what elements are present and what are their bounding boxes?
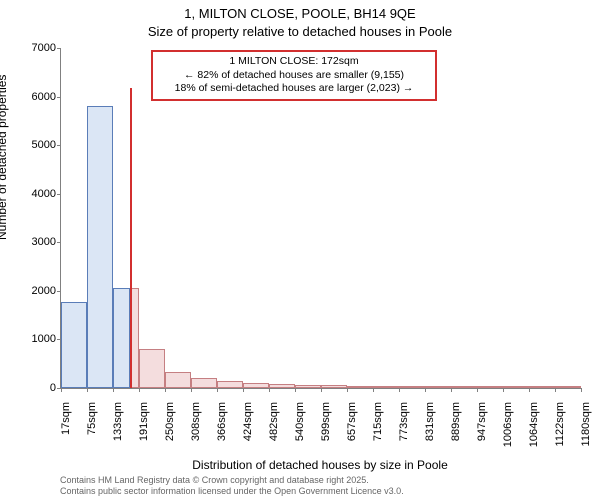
xtick-mark <box>347 388 348 392</box>
callout-box: 1 MILTON CLOSE: 172sqm ← 82% of detached… <box>151 50 437 101</box>
xtick-label: 1006sqm <box>502 402 514 447</box>
xtick-mark <box>243 388 244 392</box>
callout-line-3: 18% of semi-detached houses are larger (… <box>159 82 429 96</box>
xtick-label: 889sqm <box>450 402 462 441</box>
xtick-label: 1064sqm <box>528 402 540 447</box>
bar <box>269 384 295 388</box>
xtick-mark <box>191 388 192 392</box>
bar <box>61 302 87 388</box>
xtick-mark <box>269 388 270 392</box>
ytick-label: 5000 <box>16 139 56 151</box>
xtick-mark <box>87 388 88 392</box>
xtick-label: 366sqm <box>216 402 228 441</box>
ytick-label: 3000 <box>16 236 56 248</box>
bar <box>165 372 191 388</box>
xtick-mark <box>477 388 478 392</box>
marker-line <box>130 88 132 388</box>
bar <box>217 381 243 388</box>
ytick-label: 7000 <box>16 42 56 54</box>
xtick-label: 1180sqm <box>580 402 592 446</box>
bar <box>139 349 165 388</box>
xtick-mark <box>165 388 166 392</box>
xtick-mark <box>451 388 452 392</box>
xtick-label: 1122sqm <box>554 402 566 446</box>
title-line-2: Size of property relative to detached ho… <box>0 24 600 39</box>
ytick-label: 4000 <box>16 188 56 200</box>
ytick-mark <box>57 194 61 195</box>
bar <box>399 386 425 388</box>
ytick-mark <box>57 339 61 340</box>
bar <box>555 386 581 388</box>
xtick-mark <box>581 388 582 392</box>
xtick-mark <box>217 388 218 392</box>
bar <box>347 386 373 388</box>
bar <box>503 386 529 388</box>
bar <box>321 385 347 388</box>
credit-line-2: Contains public sector information licen… <box>60 486 404 498</box>
xtick-mark <box>139 388 140 392</box>
ytick-mark <box>57 48 61 49</box>
credit-line-1: Contains HM Land Registry data © Crown c… <box>60 475 404 487</box>
credits: Contains HM Land Registry data © Crown c… <box>60 475 404 498</box>
callout-line-2: ← 82% of detached houses are smaller (9,… <box>159 69 429 83</box>
bar <box>295 385 321 388</box>
xtick-mark <box>555 388 556 392</box>
bar <box>373 386 399 388</box>
xtick-mark <box>425 388 426 392</box>
x-axis-label: Distribution of detached houses by size … <box>60 458 580 472</box>
ytick-mark <box>57 242 61 243</box>
xtick-label: 715sqm <box>372 402 384 441</box>
xtick-label: 308sqm <box>190 402 202 441</box>
bar <box>191 378 217 388</box>
chart-plot-area: 17sqm75sqm133sqm191sqm250sqm308sqm366sqm… <box>60 48 581 389</box>
bar <box>477 386 503 388</box>
ytick-label: 2000 <box>16 285 56 297</box>
ytick-mark <box>57 97 61 98</box>
xtick-mark <box>503 388 504 392</box>
xtick-mark <box>321 388 322 392</box>
bar <box>425 386 451 388</box>
ytick-label: 6000 <box>16 91 56 103</box>
xtick-label: 191sqm <box>138 402 150 441</box>
xtick-label: 540sqm <box>294 402 306 441</box>
xtick-label: 482sqm <box>268 402 280 441</box>
xtick-label: 831sqm <box>424 402 436 441</box>
xtick-mark <box>373 388 374 392</box>
bar <box>451 386 477 388</box>
xtick-label: 250sqm <box>164 402 176 441</box>
ytick-mark <box>57 291 61 292</box>
xtick-label: 773sqm <box>398 402 410 441</box>
xtick-label: 947sqm <box>476 402 488 441</box>
ytick-mark <box>57 145 61 146</box>
bar <box>529 386 555 388</box>
ytick-label: 1000 <box>16 333 56 345</box>
bar <box>87 106 113 388</box>
callout-line-1: 1 MILTON CLOSE: 172sqm <box>159 55 429 69</box>
xtick-label: 657sqm <box>346 402 358 441</box>
xtick-label: 599sqm <box>320 402 332 441</box>
y-axis-label: Number of detached properties <box>0 75 9 240</box>
xtick-mark <box>295 388 296 392</box>
bar <box>243 383 269 388</box>
ytick-label: 0 <box>16 382 56 394</box>
xtick-label: 75sqm <box>86 402 98 435</box>
xtick-mark <box>529 388 530 392</box>
xtick-label: 424sqm <box>242 402 254 441</box>
xtick-label: 133sqm <box>112 402 124 441</box>
xtick-label: 17sqm <box>60 402 72 435</box>
bar <box>113 288 130 388</box>
xtick-mark <box>61 388 62 392</box>
xtick-mark <box>113 388 114 392</box>
xtick-mark <box>399 388 400 392</box>
title-line-1: 1, MILTON CLOSE, POOLE, BH14 9QE <box>0 6 600 21</box>
